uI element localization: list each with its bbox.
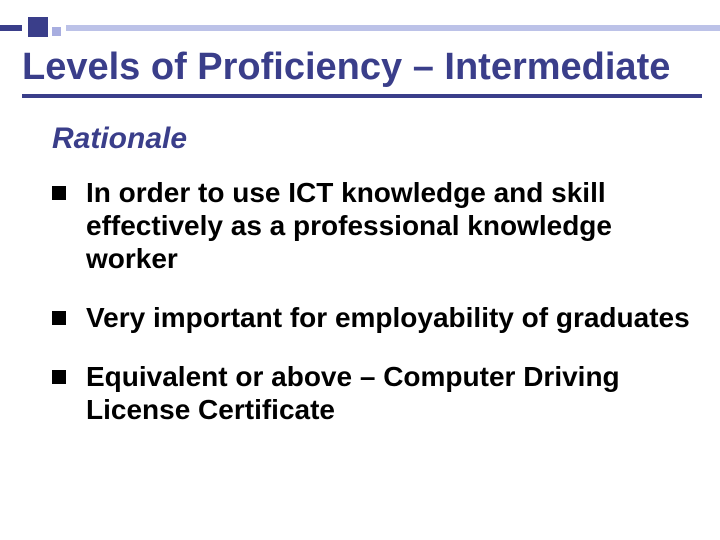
bullet-text: In order to use ICT knowledge and skill …	[86, 176, 692, 275]
title-underline	[22, 94, 702, 98]
bullet-list: In order to use ICT knowledge and skill …	[52, 176, 692, 452]
square-bullet-icon	[52, 186, 66, 200]
list-item: Equivalent or above – Computer Driving L…	[52, 360, 692, 426]
bullet-text: Very important for employability of grad…	[86, 301, 690, 334]
bar-segment-right	[66, 25, 720, 31]
square-bullet-icon	[52, 370, 66, 384]
list-item: In order to use ICT knowledge and skill …	[52, 176, 692, 275]
accent-square-large	[28, 17, 48, 37]
list-item: Very important for employability of grad…	[52, 301, 692, 334]
bar-segment-left	[0, 25, 22, 31]
bullet-text: Equivalent or above – Computer Driving L…	[86, 360, 692, 426]
slide-subtitle: Rationale	[52, 122, 187, 156]
decorative-top-bar	[0, 25, 720, 31]
accent-square-small	[52, 27, 61, 36]
slide-title: Levels of Proficiency – Intermediate	[22, 48, 702, 88]
square-bullet-icon	[52, 311, 66, 325]
slide: Levels of Proficiency – Intermediate Rat…	[0, 0, 720, 540]
